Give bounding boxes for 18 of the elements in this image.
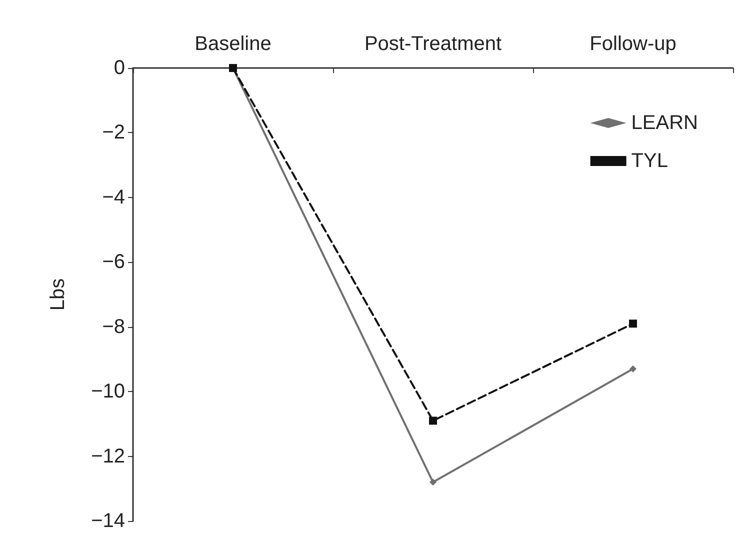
y-axis-title: Lbs: [47, 278, 69, 311]
x-tick-label: Post-Treatment: [364, 33, 502, 55]
y-tick-label: −12: [91, 445, 125, 468]
legend-label: LEARN: [631, 112, 698, 134]
y-tick-label: −10: [91, 380, 125, 403]
point: [629, 320, 637, 328]
x-tick-label: Baseline: [194, 33, 272, 55]
y-tick-label: −6: [102, 251, 125, 274]
point: [429, 416, 437, 425]
point: [430, 478, 436, 486]
x-tick-label: Follow-up: [590, 33, 676, 55]
y-tick-label: −2: [102, 122, 125, 144]
y-tick-label: −14: [91, 510, 125, 532]
legend-label: TYL: [631, 150, 668, 172]
point: [630, 365, 636, 372]
y-tick-label: 0: [114, 57, 125, 79]
y-tick-label: −8: [102, 316, 125, 338]
y-tick-label: −4: [102, 186, 125, 208]
